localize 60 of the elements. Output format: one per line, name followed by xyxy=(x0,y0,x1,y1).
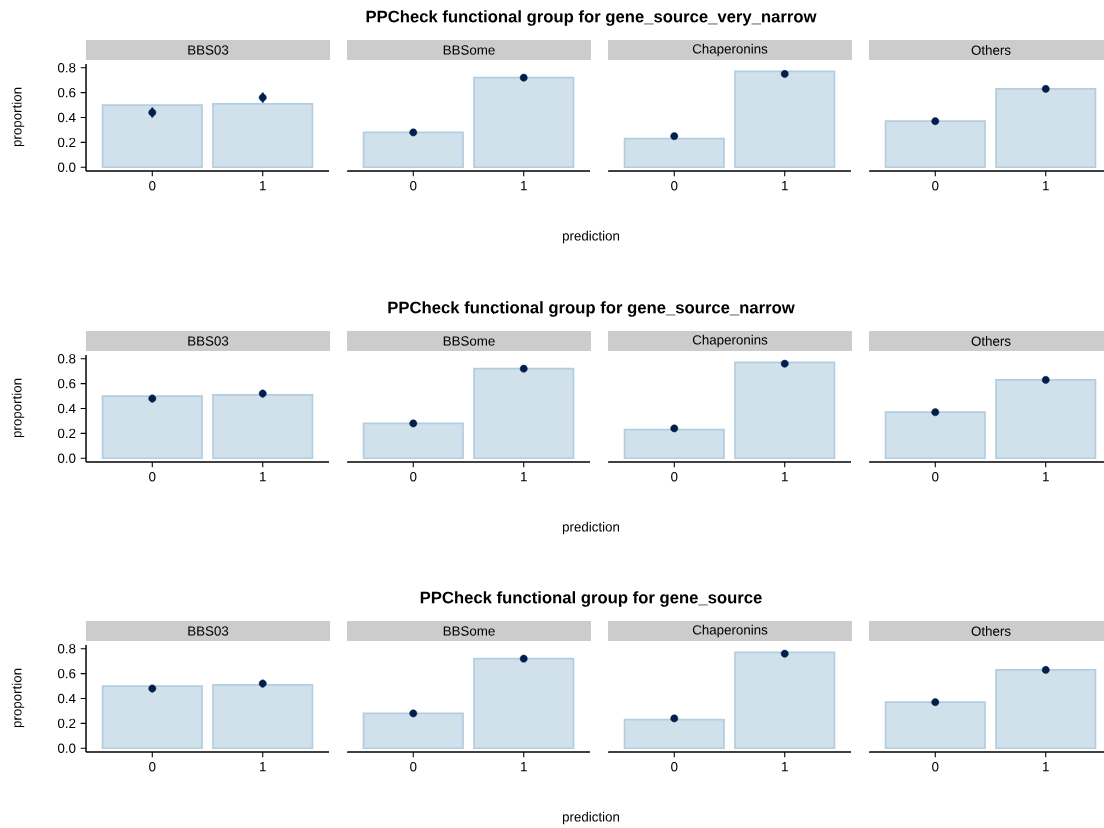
x-tick-label: 1 xyxy=(521,472,527,482)
text: PPCheck functional group for gene_source xyxy=(420,591,762,607)
chart-subtitle: BBSome xyxy=(443,45,495,55)
x-tick-label: 1 xyxy=(1043,181,1049,191)
x-tick-label: 1 xyxy=(260,472,266,482)
x-tick-label: 1 xyxy=(260,181,266,191)
chart-subtitle: Chaperonins xyxy=(692,334,768,348)
y-tick-label: 0.0 xyxy=(57,162,76,172)
chart-subtitle: BBS03 xyxy=(188,336,229,346)
text: PPCheck functional group for gene_source_very_narrow xyxy=(366,10,817,26)
y-tick-label: 0.2 xyxy=(57,428,76,439)
chart-subtitle: BBSome xyxy=(443,336,495,346)
chart-subtitle: Others xyxy=(971,336,1011,346)
y-tick-label: 0.4 xyxy=(57,403,76,414)
x-tick-label: 1 xyxy=(1043,762,1049,772)
x-tick-label: 1 xyxy=(782,472,788,482)
text: prediction xyxy=(562,521,620,535)
chart-subtitle: Chaperonins xyxy=(692,624,768,638)
y-tick-label: 0.4 xyxy=(57,112,76,123)
x-tick-label: 0 xyxy=(410,762,417,772)
x-tick-label: 0 xyxy=(671,472,678,482)
x-tick-label: 0 xyxy=(149,181,156,191)
y-axis-title: proportion xyxy=(11,668,25,728)
y-axis-title: proportion xyxy=(11,378,25,438)
y-tick-label: 0.0 xyxy=(57,453,76,463)
x-tick-label: 1 xyxy=(521,181,527,191)
y-tick-label: 0.6 xyxy=(57,378,76,389)
chart-subtitle: Chaperonins xyxy=(692,43,768,57)
y-tick-label: 0.6 xyxy=(57,87,76,98)
x-tick-label: 1 xyxy=(782,181,788,191)
x-tick-label: 0 xyxy=(932,472,939,482)
y-tick-label: 0.2 xyxy=(57,137,76,148)
x-tick-label: 0 xyxy=(149,472,156,482)
y-tick-label: 0.6 xyxy=(57,668,76,679)
chart-subtitle: BBS03 xyxy=(188,45,229,55)
y-tick-label: 0.8 xyxy=(57,644,76,654)
y-tick-label: 0.4 xyxy=(57,693,76,704)
text: prediction xyxy=(562,230,620,244)
x-tick-label: 0 xyxy=(932,181,939,191)
y-tick-label: 0.0 xyxy=(57,743,76,753)
chart-subtitle: BBS03 xyxy=(188,626,229,636)
text: prediction xyxy=(562,811,620,825)
y-axis-title: proportion xyxy=(11,87,25,147)
x-tick-label: 0 xyxy=(932,762,939,772)
chart-subtitle: BBSome xyxy=(443,626,495,636)
x-tick-label: 1 xyxy=(521,762,527,772)
text: PPCheck functional group for gene_source_narrow xyxy=(388,301,795,317)
y-tick-label: 0.8 xyxy=(57,354,76,364)
x-tick-label: 0 xyxy=(410,181,417,191)
y-tick-label: 0.2 xyxy=(57,718,76,729)
x-tick-label: 0 xyxy=(671,762,678,772)
x-tick-label: 0 xyxy=(410,472,417,482)
x-tick-label: 1 xyxy=(782,762,788,772)
y-tick-label: 0.8 xyxy=(57,63,76,73)
x-tick-label: 1 xyxy=(260,762,266,772)
x-tick-label: 0 xyxy=(671,181,678,191)
chart-subtitle: Others xyxy=(971,45,1011,55)
x-tick-label: 1 xyxy=(1043,472,1049,482)
x-tick-label: 0 xyxy=(149,762,156,772)
chart-subtitle: Others xyxy=(971,626,1011,636)
